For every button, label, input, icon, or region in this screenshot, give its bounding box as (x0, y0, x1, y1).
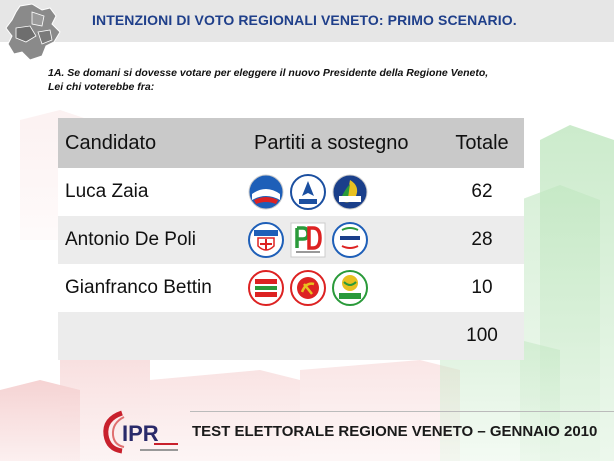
total-value: 28 (440, 216, 524, 264)
question-text: 1A. Se domani si dovesse votare per eleg… (48, 66, 488, 94)
table-row-sum: 100 (58, 312, 524, 360)
svg-text:IPR: IPR (122, 421, 159, 446)
table-row: Gianfranco Bettin 10 (58, 264, 524, 312)
table-row: Antonio De Poli (58, 216, 524, 264)
empty-cell (238, 312, 440, 360)
candidate-name: Gianfranco Bettin (58, 264, 238, 312)
di-pietro-italia-dei-valori-logo (332, 222, 368, 258)
footer-text: TEST ELETTORALE REGIONE VENETO – GENNAIO… (192, 423, 598, 440)
partito-democratico-logo (290, 222, 326, 258)
column-header-parties: Partiti a sostegno (238, 118, 440, 168)
table-row: Luca Zaia 62 (58, 168, 524, 216)
sinistra-ecologia-liberta-logo (248, 270, 284, 306)
question-line-2: Lei chi voterebbe fra: (48, 81, 155, 93)
footer: IPR TEST ELETTORALE REGIONE VENETO – GEN… (100, 405, 614, 461)
lega-nord-logo (290, 174, 326, 210)
column-header-candidate: Candidato (58, 118, 238, 168)
question-line-1: 1A. Se domani si dovesse votare per eleg… (48, 67, 489, 79)
ipr-marketing-logo: IPR (103, 410, 178, 454)
results-table: Candidato Partiti a sostegno Totale Luca… (58, 118, 524, 360)
page-title: INTENZIONI DI VOTO REGIONALI VENETO: PRI… (92, 12, 517, 28)
rifondazione-comunisti-logo (290, 270, 326, 306)
la-destra-logo (332, 174, 368, 210)
footer-divider (190, 411, 614, 412)
udc-casini-logo (248, 222, 284, 258)
verdi-logo (332, 270, 368, 306)
total-value: 10 (440, 264, 524, 312)
candidate-name: Luca Zaia (58, 168, 238, 216)
veneto-map-icon (5, 3, 61, 61)
total-value: 62 (440, 168, 524, 216)
column-header-total: Totale (440, 118, 524, 168)
empty-cell (58, 312, 238, 360)
candidate-name: Antonio De Poli (58, 216, 238, 264)
popolo-della-liberta-logo (248, 174, 284, 210)
party-logos (238, 264, 440, 312)
party-logos (238, 168, 440, 216)
party-logos (238, 216, 440, 264)
table-header-row: Candidato Partiti a sostegno Totale (58, 118, 524, 168)
header-band (0, 0, 614, 42)
sum-total-value: 100 (440, 312, 524, 360)
